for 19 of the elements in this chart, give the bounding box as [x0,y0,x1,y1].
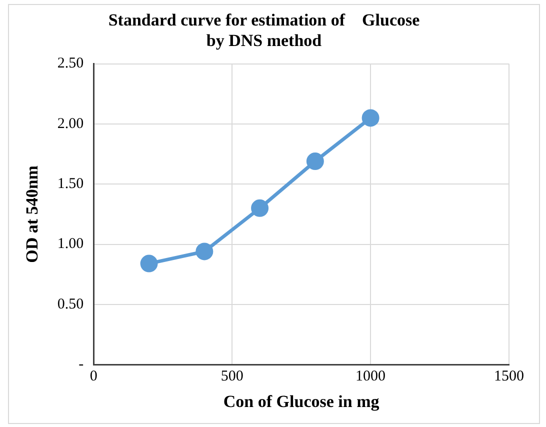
x-tick-label: 1500 [494,368,524,385]
y-tick-label: 0.50 [57,296,84,312]
point [251,199,269,217]
x-tick-label: 500 [220,368,244,385]
x-tick-label: 0 [90,368,98,385]
point [362,109,380,127]
y-tick-label: 1.50 [57,176,84,192]
text: Standard curve for estimation of Glucose [108,10,420,30]
y-axis-title: OD at 540nm [22,166,42,263]
y-tick-label: - [78,356,84,373]
point [140,254,158,272]
point [196,242,214,260]
x-axis-title: Con of Glucose in mg [223,392,380,412]
x-tick-label: 1000 [356,368,386,385]
y-tick-label: 2.00 [57,116,84,132]
point [306,152,324,170]
y-tick-label: 1.00 [57,236,84,252]
y-tick-label: 2.50 [57,56,84,72]
text: by DNS method [206,30,322,50]
